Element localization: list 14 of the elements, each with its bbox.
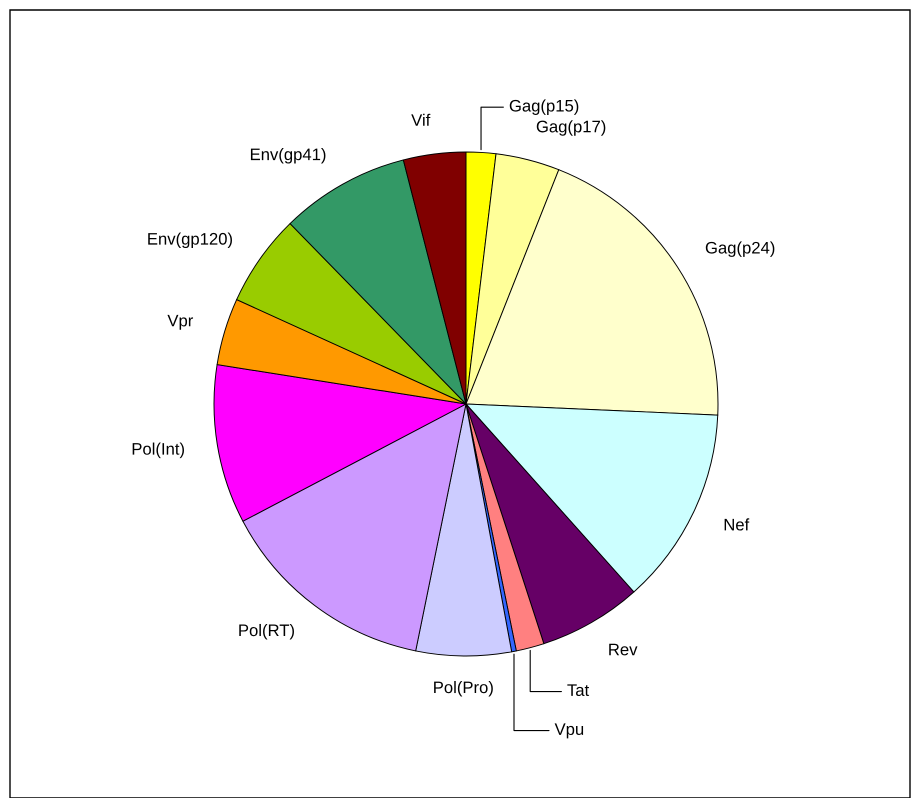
slice-label: Vpr: [167, 314, 194, 330]
slice-label: Tat: [567, 684, 590, 696]
slice-label: Pol(Pro): [434, 680, 493, 697]
slice-label: Rev: [609, 644, 638, 656]
slice-label: Gag(p15): [510, 99, 578, 115]
slice-label: Gag(p24): [706, 241, 774, 257]
slice-label: Vif: [411, 114, 430, 126]
slice-label: Pol(RT): [239, 624, 294, 640]
slice-label: Env(gp41): [250, 148, 326, 164]
slice-label: Vpu: [554, 723, 584, 738]
slice-label: Gag(p17): [536, 120, 606, 136]
slice-label: Nef: [724, 518, 750, 531]
slice-label: Pol(Int): [132, 442, 184, 458]
slice-label: Env(gp120): [148, 232, 232, 248]
